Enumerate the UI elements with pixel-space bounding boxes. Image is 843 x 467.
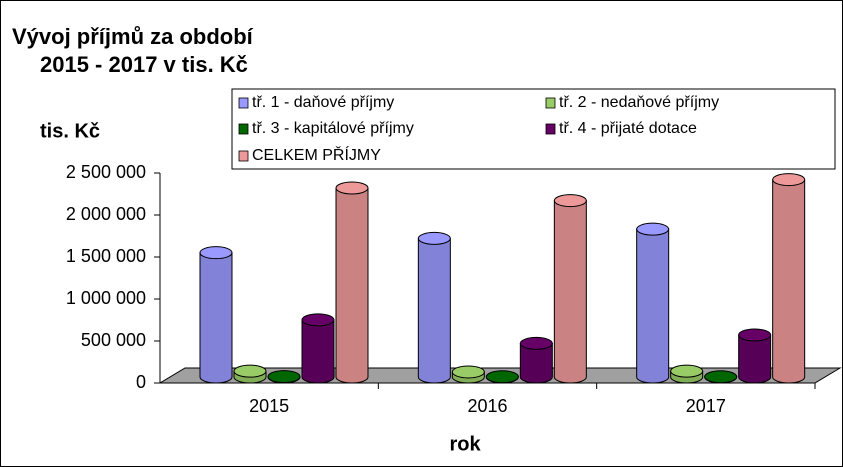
- bar-top: [704, 370, 738, 384]
- legend-swatch: [238, 123, 249, 135]
- bar-top: [335, 181, 369, 195]
- legend: [231, 88, 836, 170]
- bar-body: [553, 200, 587, 384]
- bar-top: [267, 370, 301, 384]
- bar-body: [738, 334, 772, 384]
- bar: [772, 173, 806, 384]
- legend-swatch: [545, 97, 556, 109]
- bar-top: [636, 222, 670, 236]
- bar-top: [670, 364, 704, 378]
- bar: [417, 231, 451, 384]
- bar-top: [417, 231, 451, 245]
- bar-top: [301, 313, 335, 327]
- bar: [704, 370, 738, 384]
- legend-label: tř. 4 - přijaté dotace: [559, 120, 697, 137]
- y-axis-label: tis. Kč: [40, 120, 100, 142]
- bar: [670, 364, 704, 384]
- x-axis-label: rok: [449, 433, 481, 455]
- x-tick-label: 2015: [249, 396, 289, 416]
- legend-swatch: [545, 123, 556, 135]
- bar-body: [199, 252, 233, 384]
- y-tick-label: 2 500 000: [66, 162, 146, 182]
- bar-body: [772, 179, 806, 384]
- bar: [267, 370, 301, 384]
- bar: [451, 365, 485, 384]
- bar-top: [199, 246, 233, 260]
- bar-top: [485, 370, 519, 384]
- y-tick-label: 0: [136, 372, 146, 392]
- y-tick-label: 1 000 000: [66, 288, 146, 308]
- bar: [301, 313, 335, 384]
- legend-label: tř. 2 - nedaňové příjmy: [559, 94, 719, 111]
- bar-body: [301, 319, 335, 384]
- bar-top: [519, 336, 553, 350]
- bar: [485, 370, 519, 384]
- x-tick-label: 2017: [686, 396, 726, 416]
- bar: [519, 336, 553, 384]
- legend-label: CELKEM PŘÍJMY: [252, 145, 381, 164]
- legend-swatch: [238, 150, 249, 162]
- bar: [199, 246, 233, 384]
- bar-body: [519, 342, 553, 384]
- bar-top: [233, 364, 267, 378]
- legend-label: tř. 1 - daňové příjmy: [252, 94, 394, 111]
- bar-top: [451, 365, 485, 379]
- bar: [233, 364, 267, 384]
- bar: [738, 328, 772, 384]
- y-tick-label: 2 000 000: [66, 204, 146, 224]
- legend-swatch: [238, 97, 249, 109]
- bar-body: [335, 187, 369, 384]
- bar-body: [417, 237, 451, 384]
- y-tick-label: 1 500 000: [66, 246, 146, 266]
- bar: [636, 222, 670, 384]
- bar-top: [772, 173, 806, 187]
- bar: [553, 194, 587, 384]
- bar-body: [636, 228, 670, 384]
- chart-subtitle: 2015 - 2017 v tis. Kč: [40, 52, 248, 77]
- chart-title: Vývoj příjmů za období: [12, 24, 254, 49]
- bar: [335, 181, 369, 384]
- legend-label: tř. 3 - kapitálové příjmy: [252, 120, 414, 137]
- bar-top: [738, 328, 772, 342]
- bar-top: [553, 194, 587, 208]
- x-tick-label: 2016: [467, 396, 507, 416]
- y-tick-label: 500 000: [81, 330, 146, 350]
